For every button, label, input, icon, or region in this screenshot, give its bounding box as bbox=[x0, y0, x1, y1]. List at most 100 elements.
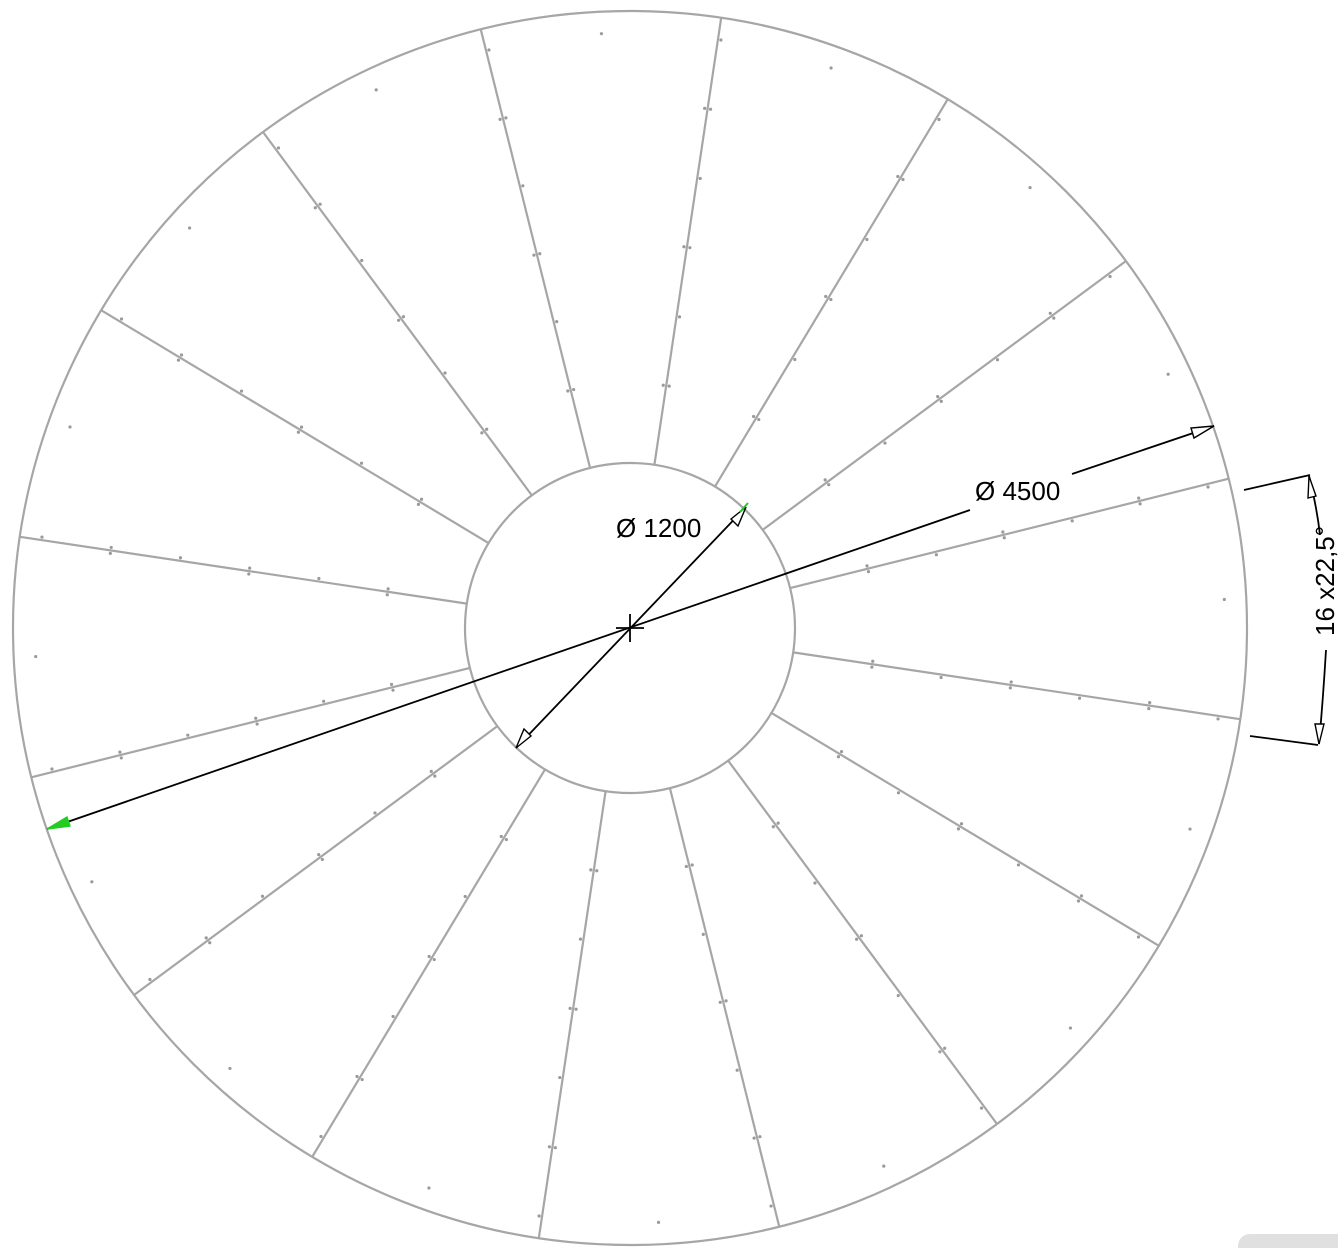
angle-extension-top bbox=[1243, 474, 1311, 491]
angle-dimension: 16 x22,5° bbox=[1243, 474, 1338, 746]
segment-dot bbox=[995, 358, 1000, 362]
inner-arrow-down bbox=[515, 727, 533, 749]
segment-dot bbox=[1001, 530, 1005, 534]
segment-line bbox=[133, 725, 499, 996]
segment-dot bbox=[119, 317, 124, 321]
segment-dot bbox=[677, 315, 682, 319]
sector-dot bbox=[34, 654, 38, 659]
segment-dot bbox=[537, 1214, 541, 1218]
segment-dot bbox=[1138, 502, 1142, 506]
outer-arrow-right bbox=[1190, 425, 1215, 440]
segment-dot bbox=[401, 315, 406, 319]
segment-dot bbox=[1009, 680, 1013, 684]
segment-dot bbox=[896, 993, 900, 998]
segment-dot bbox=[433, 774, 437, 778]
inner-diameter-dimension: Ø 1200 bbox=[515, 502, 749, 749]
segment-dot bbox=[718, 1000, 722, 1004]
segment-dot bbox=[793, 357, 797, 362]
segment-line bbox=[31, 666, 471, 779]
segment-dot bbox=[50, 767, 54, 771]
segment-dot bbox=[959, 822, 964, 826]
inner-arrow-up bbox=[729, 506, 747, 528]
segment-dot bbox=[690, 863, 694, 867]
segment-dot bbox=[708, 107, 713, 111]
segment-dot bbox=[319, 1134, 323, 1139]
segment-dot bbox=[574, 1007, 578, 1011]
segment-dot bbox=[555, 320, 559, 324]
segment-dot bbox=[260, 894, 265, 898]
segment-dot bbox=[109, 545, 113, 550]
segment-dot bbox=[661, 383, 665, 387]
segment-dot bbox=[480, 431, 484, 435]
segment-dot bbox=[776, 821, 780, 825]
segment-dot bbox=[566, 389, 570, 393]
segment-dot bbox=[936, 394, 940, 399]
segment-dot bbox=[1016, 863, 1021, 867]
sector-dot bbox=[1166, 372, 1170, 376]
segment-dot bbox=[703, 106, 707, 110]
segment-dot bbox=[40, 535, 44, 539]
segment-dot bbox=[276, 146, 281, 150]
segment-dot bbox=[956, 827, 961, 831]
sector-dot bbox=[1068, 1026, 1073, 1030]
segment-dot bbox=[179, 353, 184, 357]
segment-dot bbox=[1137, 496, 1141, 500]
segment-dot bbox=[752, 1136, 756, 1140]
segment-dot bbox=[839, 750, 844, 754]
segment-dot bbox=[752, 414, 756, 419]
segment-dot bbox=[118, 750, 122, 754]
segment-dot bbox=[771, 825, 775, 829]
segment-dot bbox=[827, 483, 831, 487]
segment-line bbox=[668, 787, 781, 1227]
segment-dot bbox=[859, 934, 864, 938]
segment-dot bbox=[724, 999, 728, 1003]
segment-line bbox=[789, 477, 1229, 590]
segment-dot bbox=[419, 497, 424, 501]
segment-dot bbox=[322, 699, 326, 703]
segment-line bbox=[19, 535, 467, 605]
segment-dot bbox=[813, 881, 817, 885]
outer-dimension-line-b bbox=[1071, 425, 1215, 475]
segment-line bbox=[479, 29, 592, 469]
segment-dot bbox=[396, 318, 401, 322]
sector-dot bbox=[1222, 597, 1226, 602]
segment-dot bbox=[391, 688, 395, 692]
segment-dot bbox=[386, 587, 390, 591]
segment-line bbox=[727, 759, 998, 1125]
sector-dot bbox=[882, 1164, 886, 1168]
segment-dot bbox=[758, 1135, 762, 1139]
segment-dot bbox=[870, 665, 874, 669]
inner-circle bbox=[463, 461, 797, 795]
segment-dot bbox=[836, 755, 841, 759]
segment-line bbox=[714, 98, 949, 488]
segment-dot bbox=[939, 399, 943, 404]
segment-dot bbox=[769, 1204, 773, 1208]
segment-dot bbox=[1206, 485, 1210, 489]
segment-dot bbox=[865, 564, 869, 568]
segment-dot bbox=[1008, 686, 1012, 690]
segment-dot bbox=[901, 177, 905, 182]
segment-dot bbox=[499, 834, 503, 839]
segment-dot bbox=[757, 417, 761, 422]
segment-dot bbox=[1077, 696, 1082, 700]
segment-dot bbox=[208, 941, 212, 945]
segment-dot bbox=[463, 894, 467, 899]
segment-dot bbox=[979, 1106, 984, 1110]
segment-line bbox=[653, 17, 723, 465]
segment-dot bbox=[320, 857, 324, 862]
segment-dot bbox=[1048, 311, 1052, 315]
corner-tab bbox=[1238, 1234, 1338, 1248]
segment-dot bbox=[429, 769, 433, 773]
sector-dot bbox=[656, 1220, 661, 1224]
segment-dot bbox=[239, 389, 244, 393]
segment-line bbox=[770, 712, 1160, 947]
segment-dot bbox=[176, 358, 181, 362]
segment-dot bbox=[866, 570, 871, 574]
segment-lines bbox=[19, 17, 1241, 1239]
center-mark bbox=[616, 614, 644, 642]
segment-dot bbox=[865, 237, 869, 242]
segment-dot bbox=[688, 246, 692, 250]
segment-dot bbox=[896, 174, 900, 179]
segment-dot bbox=[558, 1075, 562, 1080]
segment-dot bbox=[735, 1068, 739, 1072]
